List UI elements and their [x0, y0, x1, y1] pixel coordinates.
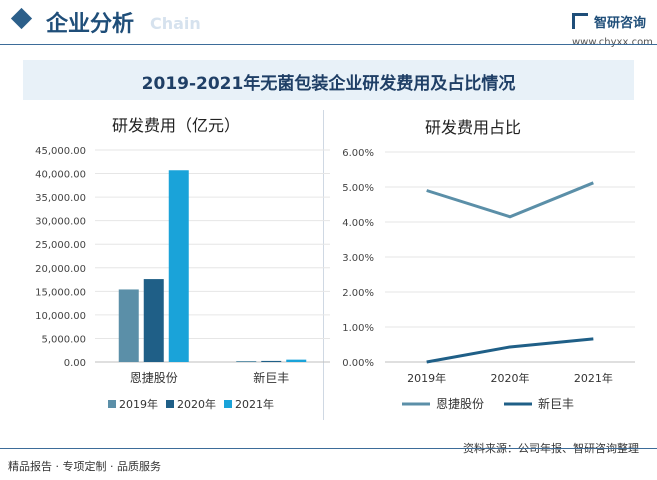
line-ytick-label: 2.00% — [342, 288, 374, 299]
bar-ytick-label: 5,000.00 — [41, 334, 86, 345]
bar-chart-title: 研发费用（亿元） — [112, 116, 241, 135]
diamond-icon — [10, 7, 33, 30]
line-xtick-label: 2020年 — [491, 371, 530, 385]
bar-ytick-label: 35,000.00 — [35, 193, 86, 204]
bar-chart: 0.00 5,000.00 10,000.00 15,000.00 20,000.00 2… — [35, 146, 330, 411]
bar-category-label: 恩捷股份 — [130, 371, 178, 385]
legend-label: 2020年 — [177, 397, 216, 411]
logo-name: 智研咨询 — [594, 16, 647, 31]
chart-title: 2019-2021年无菌包装企业研发费用及占比情况 — [141, 74, 516, 94]
bar-ytick-label: 15,000.00 — [35, 287, 86, 298]
bar-2020年 — [261, 360, 282, 362]
line-ytick-label: 6.00% — [342, 148, 374, 159]
legend-swatch-2021年 — [224, 400, 232, 408]
bar-ytick-label: 10,000.00 — [35, 311, 86, 322]
bar-2021年 — [168, 170, 189, 362]
header-divider — [0, 44, 657, 45]
legend-swatch-2019年 — [108, 400, 116, 408]
legend-swatch-2020年 — [166, 400, 174, 408]
footer-divider — [0, 448, 657, 449]
line-series-新巨丰 — [426, 337, 594, 364]
legend-label: 2019年 — [119, 397, 158, 411]
bar-2020年 — [143, 279, 164, 362]
bar-ytick-label: 40,000.00 — [35, 170, 86, 181]
footer-slogan: 精品报告 · 专项定制 · 品质服务 — [8, 460, 161, 473]
bar-2019年 — [118, 289, 139, 362]
bar-ytick-label: 25,000.00 — [35, 240, 86, 251]
chart-divider — [323, 110, 324, 420]
line-ytick-label: 1.00% — [342, 323, 374, 334]
legend-label: 恩捷股份 — [436, 397, 484, 411]
chart-banner: 2019-2021年无菌包装企业研发费用及占比情况 — [23, 60, 634, 100]
header: 企业分析 Chain 智研咨询 www.chyxx.com — [0, 0, 657, 48]
line-series-恩捷股份 — [426, 181, 594, 219]
page-title: 企业分析 — [46, 12, 135, 37]
line-chart-title: 研发费用占比 — [425, 118, 522, 137]
line-ytick-label: 4.00% — [342, 218, 374, 229]
line-chart: 0.00% 1.00% 2.00% 3.00% 4.00% 5.00% 6.00% 2019年… — [342, 148, 635, 411]
line-ytick-label: 5.00% — [342, 183, 374, 194]
bar-ytick-label: 0.00 — [64, 358, 86, 369]
bar-2019年 — [236, 361, 257, 362]
bar-ytick-label: 30,000.00 — [35, 217, 86, 228]
line-xtick-label: 2019年 — [407, 371, 446, 385]
legend-label: 2021年 — [235, 397, 274, 411]
bar-ytick-label: 20,000.00 — [35, 264, 86, 275]
bar-2021年 — [286, 359, 307, 362]
bar-ytick-label: 45,000.00 — [35, 146, 86, 157]
line-xtick-label: 2021年 — [574, 371, 613, 385]
bar-category-label: 新巨丰 — [253, 370, 289, 385]
watermark-text: Chain — [150, 14, 201, 33]
legend-label: 新巨丰 — [538, 396, 574, 411]
logo-icon — [572, 13, 588, 29]
logo-url: www.chyxx.com — [572, 37, 653, 48]
line-ytick-label: 0.00% — [342, 358, 374, 369]
line-ytick-label: 3.00% — [342, 253, 374, 264]
